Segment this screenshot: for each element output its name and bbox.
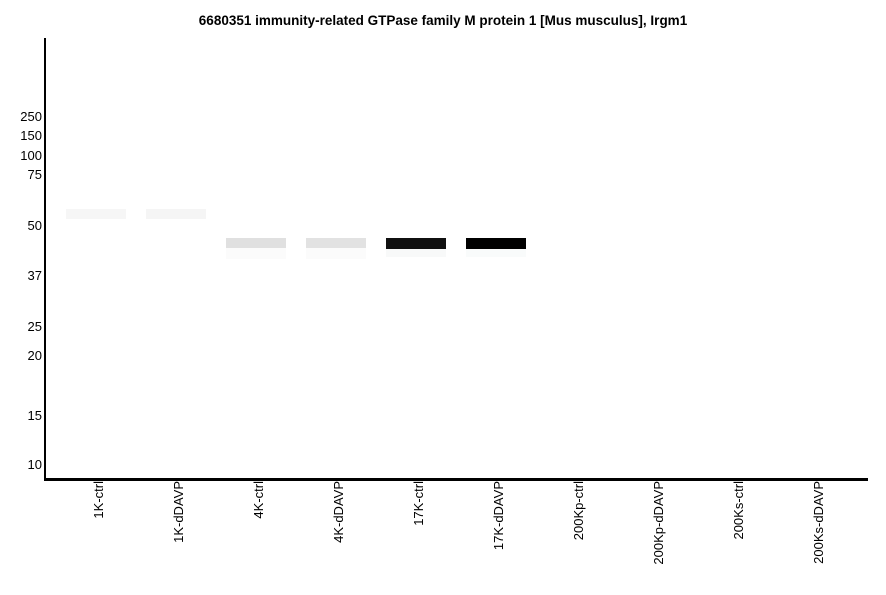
blot-band [386, 238, 446, 249]
y-tick-label-250: 250 [20, 109, 42, 124]
x-lane-label: 4K-ctrl [251, 481, 266, 519]
y-tick-label-75: 75 [27, 167, 42, 182]
x-lane-label: 200Ks-dDAVP [811, 481, 826, 564]
y-tick-label-10: 10 [27, 457, 42, 472]
y-tick-label-100: 100 [20, 148, 42, 163]
y-tick-label-15: 15 [27, 408, 42, 423]
blot-band [226, 238, 286, 248]
blot-band [466, 238, 526, 249]
blot-band-smear [386, 249, 446, 257]
x-lane-label: 4K-dDAVP [331, 481, 346, 543]
x-lane-label: 200Kp-ctrl [571, 481, 586, 541]
x-lane-label: 200Kp-dDAVP [651, 481, 666, 565]
blot-band-smear [466, 249, 526, 257]
blot-band-smear [306, 248, 366, 259]
y-tick-label-37: 37 [27, 268, 42, 283]
y-tick-label-50: 50 [27, 218, 42, 233]
blot-band [66, 209, 126, 219]
blot-band-smear [226, 248, 286, 259]
x-lane-label: 1K-dDAVP [171, 481, 186, 543]
x-lane-label: 200Ks-ctrl [731, 481, 746, 540]
x-lane-label: 17K-dDAVP [491, 481, 506, 551]
y-tick-label-20: 20 [27, 348, 42, 363]
y-tick-label-25: 25 [27, 319, 42, 334]
x-axis-line [44, 478, 868, 481]
blot-band [306, 238, 366, 248]
y-tick-label-150: 150 [20, 128, 42, 143]
x-lane-label: 17K-ctrl [411, 481, 426, 526]
chart-title: 6680351 immunity-related GTPase family M… [198, 13, 688, 28]
y-axis-line [44, 38, 46, 481]
blot-band [146, 209, 206, 219]
x-lane-label: 1K-ctrl [91, 481, 106, 519]
